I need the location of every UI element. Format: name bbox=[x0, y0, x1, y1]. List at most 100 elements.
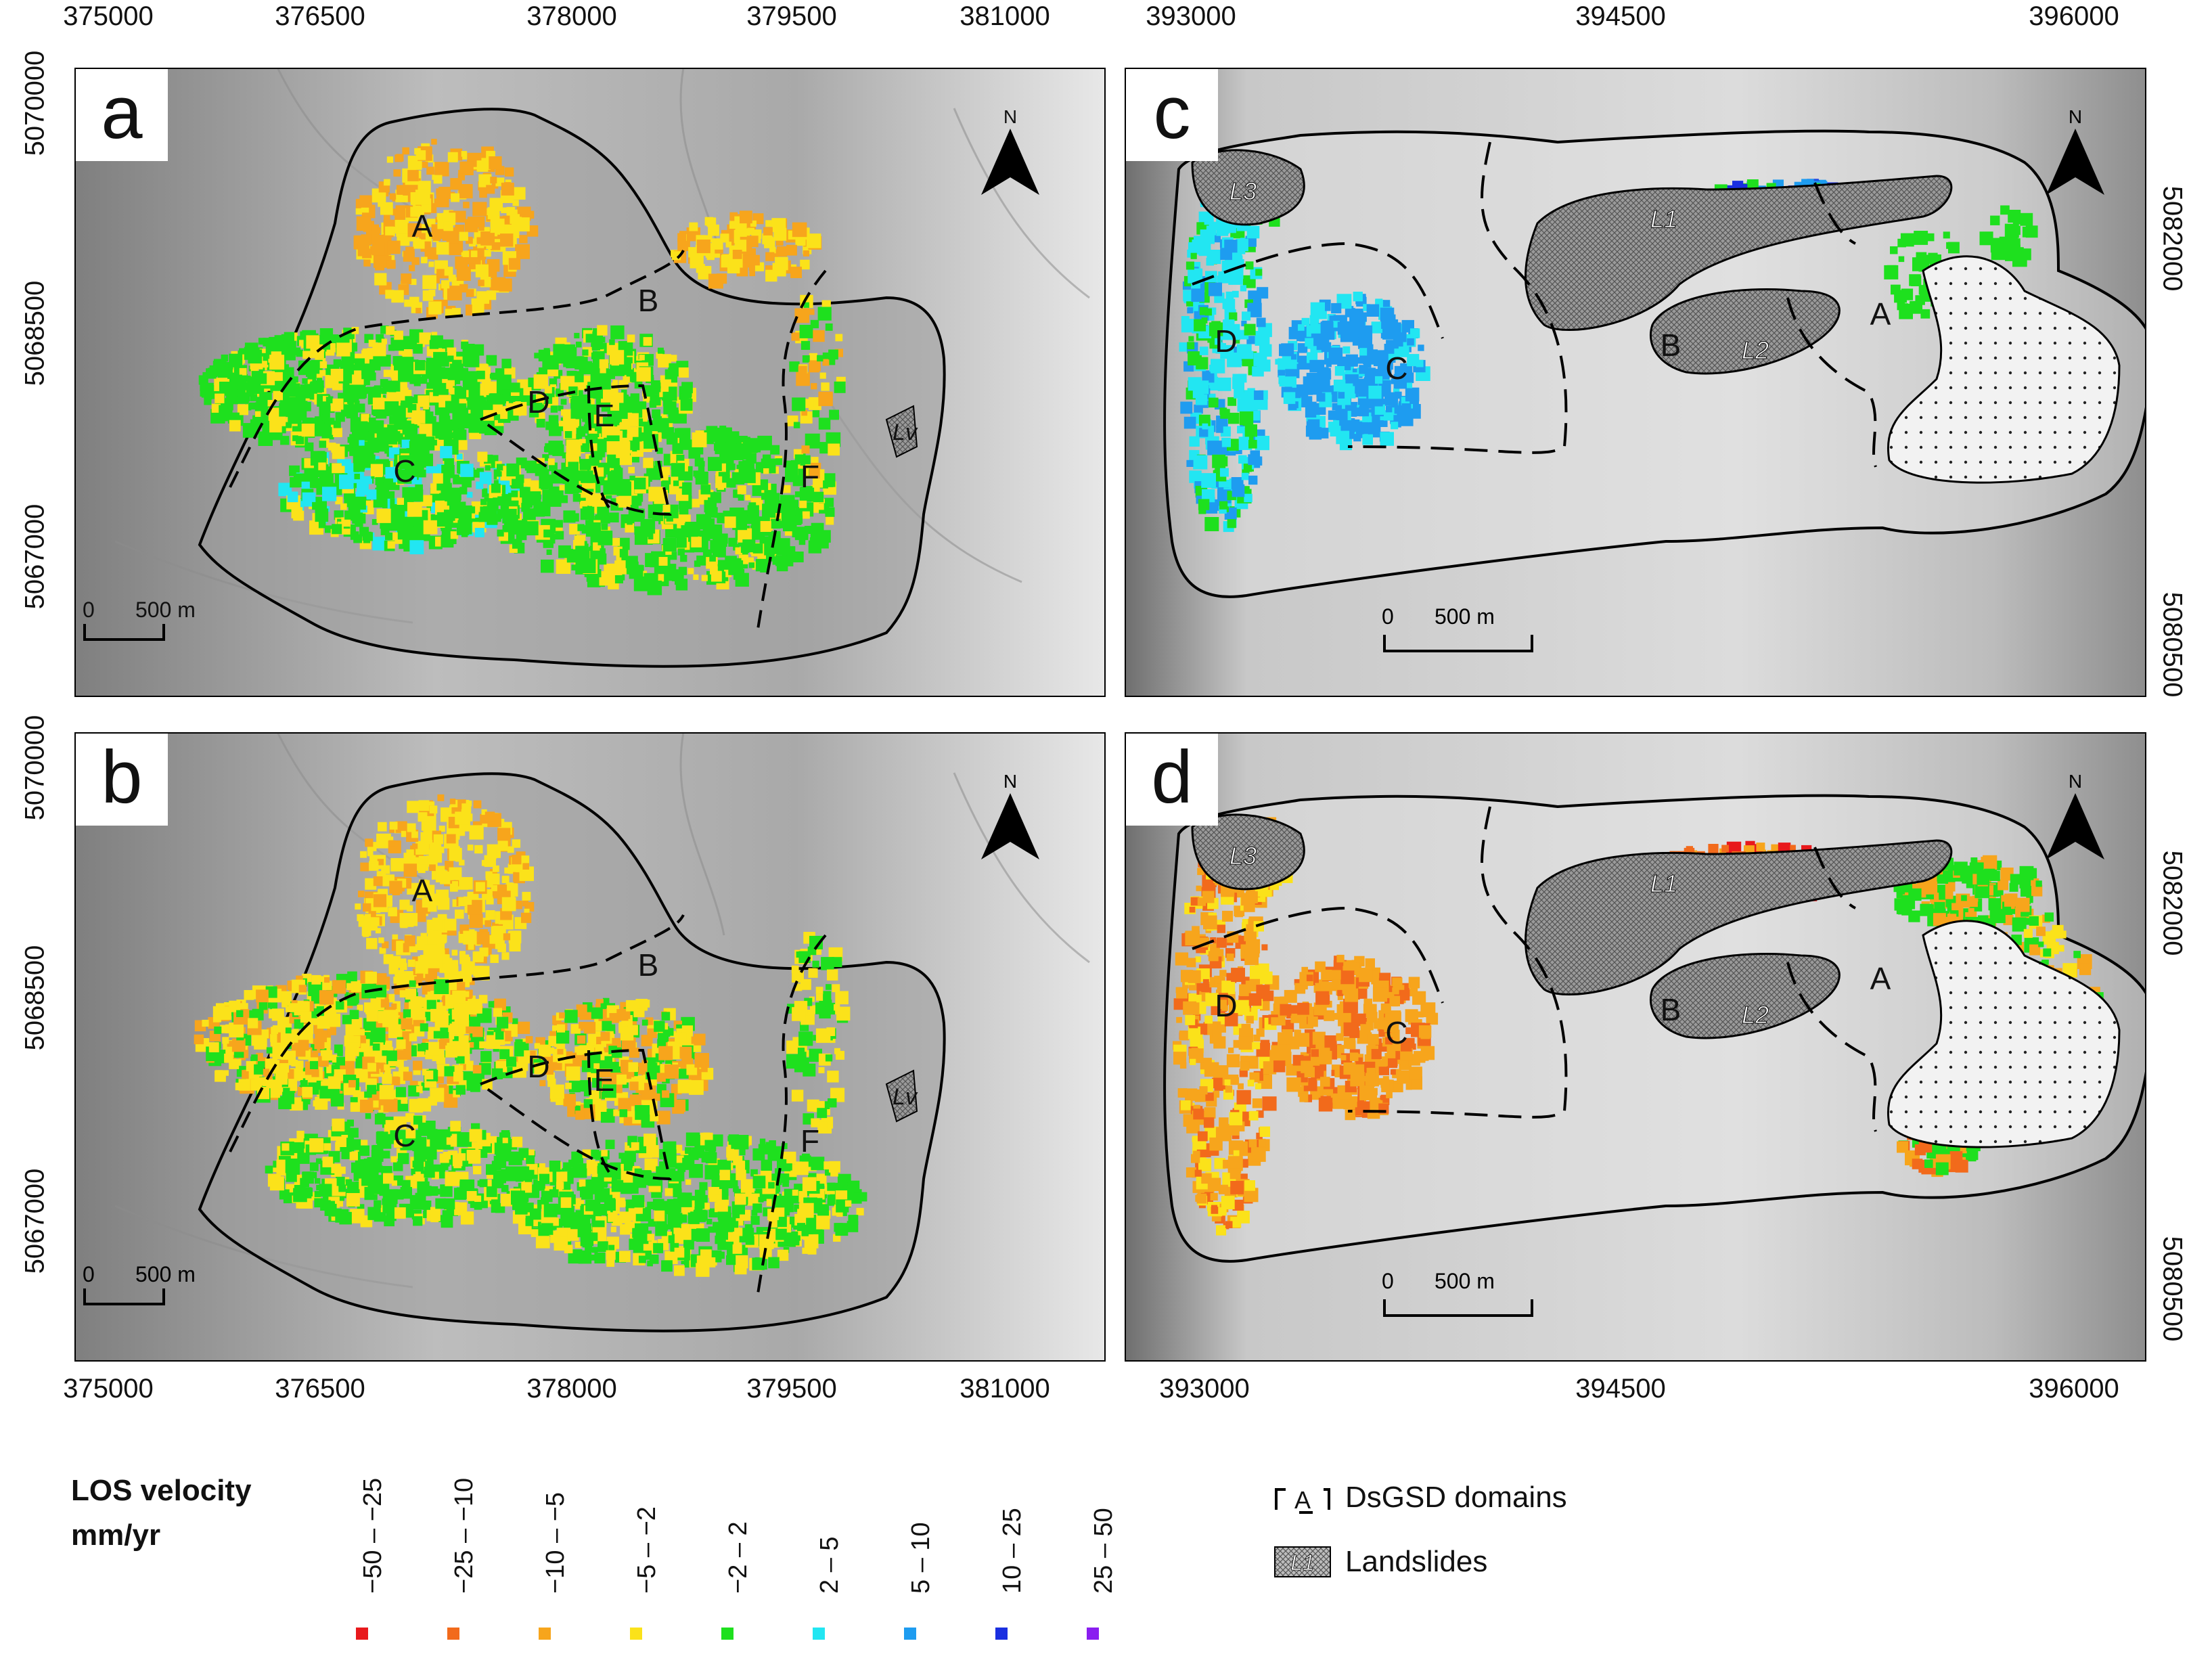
x-tick-b-4: 381000 bbox=[960, 1374, 1050, 1404]
domain-label-d-c: D bbox=[1215, 323, 1237, 359]
x-tick-c-1: 394500 bbox=[1575, 1, 1666, 31]
dotted-landslide bbox=[1887, 255, 2121, 484]
legend-class-swatch bbox=[1087, 1628, 1099, 1640]
y-tick-a-1: 5068500 bbox=[20, 280, 50, 386]
x-tick-d-1: 394500 bbox=[1575, 1374, 1666, 1404]
y-tick-a-2: 5067000 bbox=[20, 503, 50, 610]
legend-title-line1: LOS velocity bbox=[71, 1474, 252, 1507]
y-tick-c-1: 5080500 bbox=[2157, 591, 2188, 698]
x-tick-b-3: 379500 bbox=[746, 1374, 837, 1404]
domain-label-a: A bbox=[412, 208, 433, 244]
legend-class-label: 25 – 50 bbox=[1089, 1508, 1118, 1594]
legend-class-label: −50 – −25 bbox=[359, 1477, 387, 1594]
legend-class-label: −2 – 2 bbox=[724, 1521, 752, 1594]
x-tick-c-2: 396000 bbox=[2029, 1, 2119, 31]
map-panel-b: ABC D EF Lv N 0 500 m bbox=[74, 732, 1106, 1362]
legend-class-8: 25 – 50 bbox=[1069, 1455, 1118, 1651]
legend-class-swatch bbox=[721, 1628, 733, 1640]
legend-class-label: −10 – −5 bbox=[541, 1491, 570, 1594]
domain-label-f: F bbox=[800, 459, 819, 494]
y-tick-b-0: 5070000 bbox=[20, 715, 50, 821]
north-arrow-c: N bbox=[2046, 106, 2104, 195]
y-tick-a-0: 5070000 bbox=[20, 50, 50, 156]
scale-bar-d: 0 500 m bbox=[1382, 1269, 1533, 1317]
legend-class-label: −25 – −10 bbox=[450, 1477, 478, 1594]
landslide-label-lv: Lv bbox=[893, 420, 918, 445]
x-tick-b-0: 375000 bbox=[63, 1374, 154, 1404]
panel-label-a: a bbox=[76, 69, 168, 161]
y-tick-d-1: 5080500 bbox=[2157, 1236, 2188, 1342]
map-panel-a: A B C D E F Lv N 0 500 m bbox=[74, 68, 1106, 697]
map-panel-c: A B C D L1 L2 L3 N 0 500 m bbox=[1125, 68, 2146, 697]
x-tick-a-0: 375000 bbox=[63, 1, 154, 31]
legend-class-swatch bbox=[813, 1628, 825, 1640]
x-tick-a-4: 381000 bbox=[960, 1, 1050, 31]
legend-class-6: 5 – 10 bbox=[886, 1455, 935, 1651]
x-tick-b-1: 376500 bbox=[275, 1374, 365, 1404]
svg-text:500 m: 500 m bbox=[135, 598, 196, 622]
domain-label-d: D bbox=[527, 384, 549, 420]
legend-class-3: −5 – −2 bbox=[612, 1455, 661, 1651]
study-area-outline-c bbox=[1163, 129, 2146, 598]
north-arrow-a: N bbox=[981, 106, 1039, 195]
scale-bar-c: 0 500 m bbox=[1382, 604, 1533, 652]
domain-label-c-c: C bbox=[1385, 351, 1407, 386]
legend-domains-item: A DsGSD domains bbox=[1272, 1479, 1567, 1517]
y-tick-c-0: 5082000 bbox=[2157, 185, 2188, 292]
legend-class-2: −10 – −5 bbox=[521, 1455, 570, 1651]
domain-boundaries-a bbox=[229, 250, 827, 630]
legend-class-0: −50 – −25 bbox=[338, 1455, 387, 1651]
legend-class-label: −5 – −2 bbox=[633, 1506, 661, 1594]
panel-label-b: b bbox=[76, 734, 168, 826]
y-tick-b-2: 5067000 bbox=[20, 1168, 50, 1274]
legend-class-swatch bbox=[995, 1628, 1008, 1640]
legend-domains-label: DsGSD domains bbox=[1345, 1481, 1567, 1514]
legend-title-line2: mm/yr bbox=[71, 1519, 161, 1552]
legend-class-swatch bbox=[447, 1628, 459, 1640]
insar-points-a bbox=[198, 139, 846, 596]
x-tick-b-2: 378000 bbox=[526, 1374, 617, 1404]
north-arrow-d: N bbox=[2046, 771, 2104, 859]
legend-class-1: −25 – −10 bbox=[430, 1455, 478, 1651]
hatched-landslide-symbol: L1 bbox=[1274, 1546, 1331, 1577]
domain-label-b-c: B bbox=[1661, 328, 1681, 363]
legend-landslides-label: Landslides bbox=[1345, 1545, 1488, 1578]
y-tick-b-1: 5068500 bbox=[20, 945, 50, 1051]
scale-bar-a: 0 500 m bbox=[83, 598, 196, 641]
legend-class-swatch bbox=[356, 1628, 368, 1640]
legend-class-label: 10 – 25 bbox=[998, 1508, 1026, 1594]
x-tick-c-0: 393000 bbox=[1146, 1, 1236, 31]
legend-class-5: 2 – 5 bbox=[795, 1455, 844, 1651]
legend-landslides-item: L1 Landslides bbox=[1272, 1543, 1487, 1581]
panel-label-d: d bbox=[1126, 734, 1218, 826]
x-tick-d-2: 396000 bbox=[2029, 1374, 2119, 1404]
legend-title: LOS velocity mm/yr bbox=[71, 1468, 252, 1558]
legend-class-swatch bbox=[630, 1628, 642, 1640]
x-tick-a-1: 376500 bbox=[275, 1, 365, 31]
domain-label-e: E bbox=[594, 398, 615, 433]
north-arrow-b: N bbox=[981, 771, 1039, 859]
domain-label-c: C bbox=[393, 453, 415, 489]
legend-class-label: 5 – 10 bbox=[907, 1522, 935, 1594]
legend-class-4: −2 – 2 bbox=[704, 1455, 752, 1651]
domain-label-a-c: A bbox=[1870, 296, 1891, 332]
x-tick-a-2: 378000 bbox=[526, 1, 617, 31]
svg-text:0: 0 bbox=[83, 598, 95, 622]
insar-points-b bbox=[194, 794, 867, 1277]
landslide-l1 bbox=[1525, 175, 1953, 331]
scale-bar-b: 0 500 m bbox=[83, 1262, 196, 1305]
svg-text:N: N bbox=[1003, 106, 1017, 127]
y-tick-d-0: 5082000 bbox=[2157, 850, 2188, 956]
domain-label-b: B bbox=[638, 283, 659, 318]
legend-class-swatch bbox=[539, 1628, 551, 1640]
legend-class-label: 2 – 5 bbox=[815, 1536, 844, 1594]
panel-label-c: c bbox=[1126, 69, 1218, 161]
landslide-lv bbox=[885, 405, 918, 458]
x-tick-a-3: 379500 bbox=[746, 1, 837, 31]
legend-classes: −50 – −25 −25 – −10 −10 – −5 −5 – −2 −2 – 2 2… bbox=[338, 1455, 1164, 1651]
legend-class-7: 10 – 25 bbox=[978, 1455, 1026, 1651]
landslide-l3 bbox=[1191, 149, 1305, 226]
x-tick-d-0: 393000 bbox=[1159, 1374, 1250, 1404]
legend-class-swatch bbox=[904, 1628, 916, 1640]
